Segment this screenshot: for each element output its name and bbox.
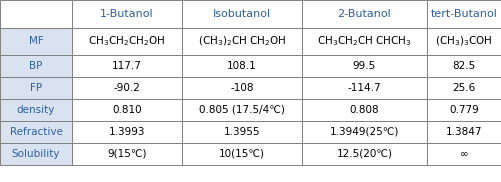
Text: tert-Butanol: tert-Butanol xyxy=(430,9,497,19)
Bar xyxy=(302,143,427,165)
Text: (CH$_3$)$_2$CH CH$_2$OH: (CH$_3$)$_2$CH CH$_2$OH xyxy=(198,35,286,48)
Text: FP: FP xyxy=(30,83,42,93)
Bar xyxy=(0,99,72,121)
Text: density: density xyxy=(17,105,55,115)
Bar xyxy=(182,28,302,55)
Bar xyxy=(427,55,501,77)
Text: Refractive: Refractive xyxy=(10,127,63,137)
Text: -114.7: -114.7 xyxy=(348,83,381,93)
Bar xyxy=(302,99,427,121)
Bar xyxy=(182,55,302,77)
Bar xyxy=(0,28,72,55)
Text: ∞: ∞ xyxy=(460,149,468,159)
Bar xyxy=(427,121,501,143)
Text: 12.5(20℃): 12.5(20℃) xyxy=(337,149,392,159)
Bar xyxy=(182,77,302,99)
Bar xyxy=(427,143,501,165)
Text: CH$_3$CH$_2$CH CHCH$_3$: CH$_3$CH$_2$CH CHCH$_3$ xyxy=(317,35,412,48)
Text: CH$_3$CH$_2$CH$_2$OH: CH$_3$CH$_2$CH$_2$OH xyxy=(89,35,165,48)
Text: 82.5: 82.5 xyxy=(452,61,475,71)
Bar xyxy=(72,99,182,121)
Bar xyxy=(302,55,427,77)
Text: -90.2: -90.2 xyxy=(114,83,140,93)
Bar xyxy=(302,77,427,99)
Text: 0.779: 0.779 xyxy=(449,105,479,115)
Bar xyxy=(0,143,72,165)
Text: MF: MF xyxy=(29,37,44,46)
Bar xyxy=(72,121,182,143)
Bar xyxy=(427,99,501,121)
Text: (CH$_3$)$_3$COH: (CH$_3$)$_3$COH xyxy=(435,35,492,48)
Text: 0.808: 0.808 xyxy=(350,105,379,115)
Text: BP: BP xyxy=(30,61,43,71)
Bar xyxy=(182,99,302,121)
Text: 9(15℃): 9(15℃) xyxy=(107,149,147,159)
Bar xyxy=(427,28,501,55)
Text: Solubility: Solubility xyxy=(12,149,60,159)
Text: 108.1: 108.1 xyxy=(227,61,257,71)
Bar xyxy=(182,121,302,143)
Bar xyxy=(0,55,72,77)
Bar xyxy=(302,28,427,55)
Text: 117.7: 117.7 xyxy=(112,61,142,71)
Text: 1.3993: 1.3993 xyxy=(109,127,145,137)
Text: 25.6: 25.6 xyxy=(452,83,475,93)
Text: Isobutanol: Isobutanol xyxy=(213,9,271,19)
Bar xyxy=(72,0,182,28)
Bar xyxy=(302,0,427,28)
Text: 10(15℃): 10(15℃) xyxy=(219,149,265,159)
Bar xyxy=(0,121,72,143)
Bar xyxy=(0,77,72,99)
Bar xyxy=(182,0,302,28)
Text: 0.810: 0.810 xyxy=(112,105,142,115)
Bar xyxy=(72,55,182,77)
Text: 1.3955: 1.3955 xyxy=(224,127,260,137)
Text: 2-Butanol: 2-Butanol xyxy=(338,9,391,19)
Text: 1.3949(25℃): 1.3949(25℃) xyxy=(330,127,399,137)
Bar xyxy=(0,0,72,28)
Bar xyxy=(72,77,182,99)
Bar xyxy=(182,143,302,165)
Bar xyxy=(72,28,182,55)
Bar xyxy=(72,143,182,165)
Text: 99.5: 99.5 xyxy=(353,61,376,71)
Text: 0.805 (17.5/4℃): 0.805 (17.5/4℃) xyxy=(199,105,285,115)
Text: -108: -108 xyxy=(230,83,254,93)
Bar xyxy=(302,121,427,143)
Text: 1.3847: 1.3847 xyxy=(446,127,482,137)
Text: 1-Butanol: 1-Butanol xyxy=(100,9,154,19)
Bar xyxy=(427,77,501,99)
Bar xyxy=(427,0,501,28)
